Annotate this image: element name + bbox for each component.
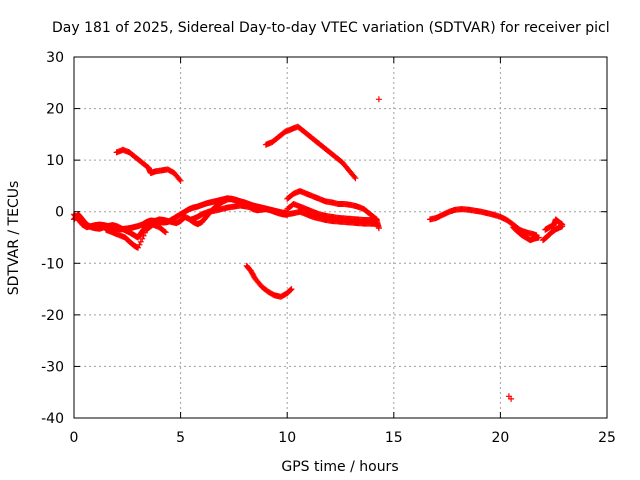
x-tick-label: 15	[385, 430, 403, 446]
x-tick-label: 5	[176, 430, 185, 446]
y-tick-label: 30	[46, 50, 64, 66]
data-point	[161, 228, 168, 235]
y-tick-label: -10	[41, 256, 64, 272]
plot-frame	[73, 56, 608, 419]
data-point	[177, 177, 184, 184]
x-tick-label: 10	[278, 430, 296, 446]
data-points	[71, 96, 566, 402]
chart-title: Day 181 of 2025, Sidereal Day-to-day VTE…	[52, 20, 610, 36]
data-point	[535, 234, 542, 241]
data-point	[256, 206, 263, 213]
series-arc-6	[262, 123, 359, 182]
data-point	[176, 176, 183, 183]
series-outliers	[375, 96, 515, 402]
data-point	[375, 96, 382, 103]
x-axis-label: GPS time / hours	[281, 459, 398, 475]
x-tick-label: 25	[598, 430, 616, 446]
series-arc-7	[284, 188, 380, 223]
series-arc-14	[542, 216, 566, 233]
data-point	[559, 221, 566, 228]
x-tick-label: 0	[70, 430, 79, 446]
series-arc-5	[113, 146, 184, 184]
data-point	[508, 395, 515, 402]
data-point	[351, 173, 358, 180]
series-arc-4	[188, 202, 263, 223]
y-tick-label: 20	[46, 102, 64, 118]
y-tick-label: 0	[55, 205, 64, 221]
y-tick-label: 10	[46, 153, 64, 169]
data-point	[352, 175, 359, 182]
data-point	[162, 229, 169, 236]
axis-ticks: 0 5 10 15 20 25 -40 -30 -20 -10 0 10 20 30	[41, 50, 616, 446]
series-arc-12	[510, 224, 542, 244]
data-point	[137, 238, 144, 245]
series-arc-2	[71, 195, 291, 233]
series-arc-10	[243, 262, 295, 300]
series-arc-3	[103, 221, 169, 251]
series-arc-9	[284, 201, 382, 232]
x-tick-label: 20	[491, 430, 509, 446]
y-tick-label: -30	[41, 359, 64, 375]
data-point	[287, 286, 294, 293]
data-point	[375, 225, 382, 232]
data-point	[288, 286, 295, 293]
y-tick-label: -20	[41, 308, 64, 324]
y-tick-label: -40	[41, 411, 64, 427]
y-axis-label: SDTVAR / TECUs	[6, 181, 22, 296]
